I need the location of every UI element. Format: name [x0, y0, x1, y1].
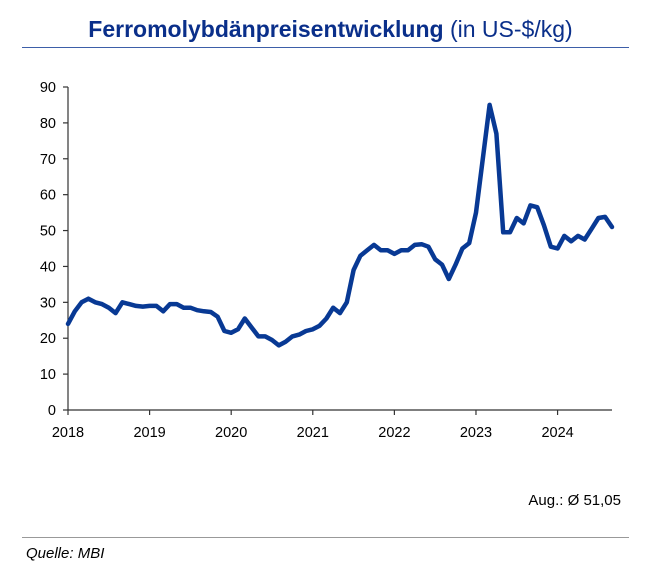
y-tick-label: 50 [40, 224, 56, 240]
chart-title-main: Ferromolybdänpreisentwicklung [88, 16, 444, 42]
x-tick-label: 2020 [215, 425, 247, 441]
x-tick-label: 2019 [133, 425, 165, 441]
chart-title-unit: (in US-$/kg) [449, 16, 573, 42]
title-underline [22, 47, 629, 48]
x-tick-label: 2022 [378, 425, 410, 441]
august-average-label: Aug.: Ø 51,05 [528, 492, 621, 509]
y-tick-label: 10 [40, 367, 56, 383]
y-tick-label: 80 [40, 116, 56, 132]
y-tick-label: 90 [40, 80, 56, 96]
x-tick-label: 2021 [297, 425, 329, 441]
y-tick-label: 60 [40, 188, 56, 204]
price-series-line [65, 102, 615, 348]
x-tick-label: 2024 [541, 425, 573, 441]
footer-divider [22, 537, 629, 538]
y-tick-label: 20 [40, 331, 56, 347]
source-note: Quelle: MBI [26, 545, 105, 562]
chart-title: Ferromolybdänpreisentwicklung (in US-$/k… [0, 16, 661, 43]
y-tick-label: 40 [40, 259, 56, 275]
y-axis-ticks: 0 10 20 30 40 50 60 70 80 90 [40, 80, 68, 419]
x-tick-label: 2023 [460, 425, 492, 441]
y-tick-label: 30 [40, 295, 56, 311]
x-axis-ticks: 2018 2019 2020 2021 2022 2023 2024 [52, 410, 574, 441]
y-tick-label: 0 [48, 403, 56, 419]
chart-axes [67, 87, 612, 411]
x-tick-label: 2018 [52, 425, 84, 441]
y-tick-label: 70 [40, 152, 56, 168]
